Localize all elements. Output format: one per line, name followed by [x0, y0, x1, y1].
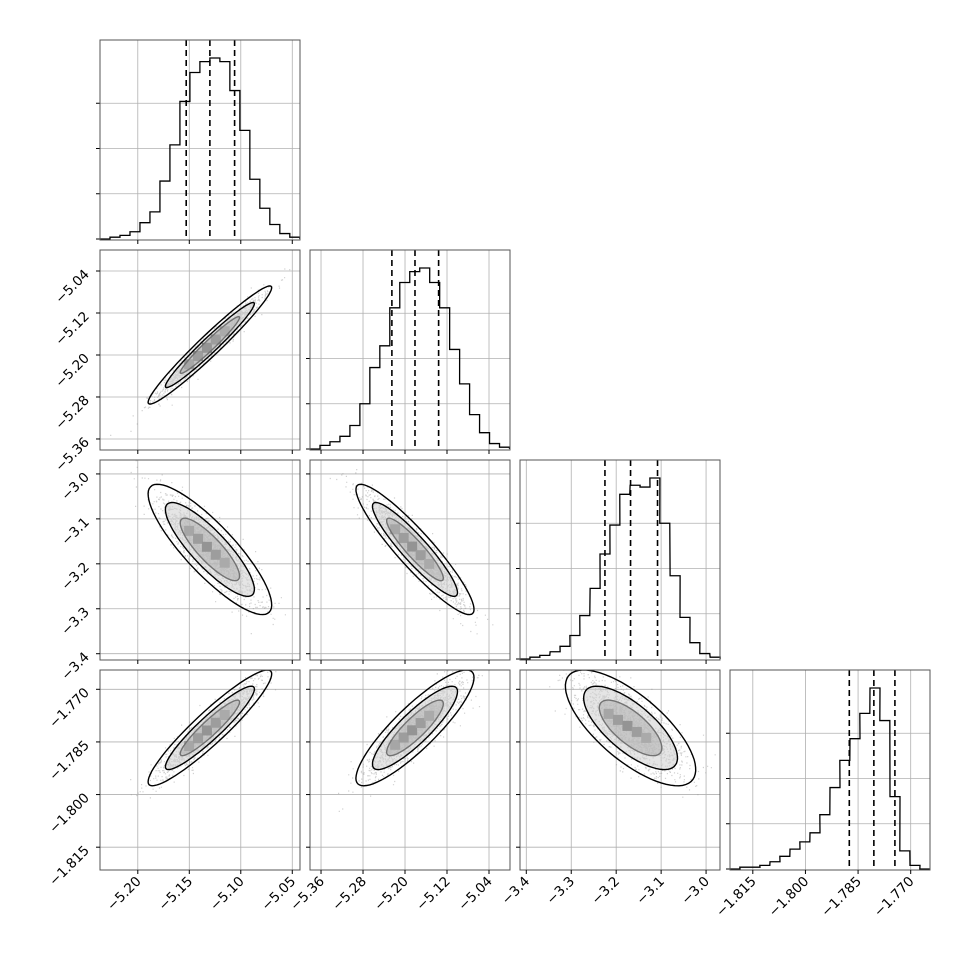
x-tick-label-3-3: −1.770 — [871, 874, 918, 921]
panel-frame — [99, 249, 301, 451]
histogram-bars-3 — [730, 687, 930, 870]
contour-level-1 — [164, 501, 256, 598]
y-tick-label-1-1: −5.28 — [52, 392, 93, 433]
y-tick-label-2-3: −3.1 — [58, 514, 92, 548]
x-tick-label-0-1: −5.15 — [156, 874, 197, 915]
panel-1-0 — [96, 249, 301, 454]
panel-3-0 — [96, 669, 301, 874]
panel-frame — [99, 459, 301, 661]
y-tick-label-3-3: −1.770 — [46, 685, 93, 732]
panel-2-1 — [306, 459, 511, 664]
histogram-bars-2 — [520, 477, 721, 660]
x-tick-label-0-2: −5.10 — [207, 874, 248, 915]
hist-frame-3 — [729, 669, 931, 871]
panel-frame — [309, 669, 511, 871]
contour-level-2 — [147, 670, 273, 787]
y-tick-label-3-1: −1.800 — [46, 790, 93, 837]
x-tick-label-1-1: −5.28 — [329, 874, 370, 915]
y-tick-label-2-1: −3.3 — [58, 604, 92, 638]
y-tick-label-3-2: −1.785 — [46, 737, 93, 784]
hist-frame-2 — [519, 459, 721, 661]
x-tick-label-3-0: −1.815 — [713, 874, 760, 921]
x-tick-label-0-0: −5.20 — [104, 874, 145, 915]
contour-level-1 — [371, 501, 459, 597]
contour-level-2 — [355, 483, 475, 616]
panel-2-0 — [96, 459, 301, 664]
x-tick-label-2-4: −3.0 — [678, 874, 712, 908]
x-tick-label-1-3: −5.12 — [413, 874, 454, 915]
histogram-bars-0 — [100, 57, 301, 240]
hist-frame-0 — [99, 39, 301, 241]
contour-level-1 — [164, 685, 256, 771]
y-tick-label-1-4: −5.04 — [52, 267, 93, 308]
x-tick-label-2-2: −3.2 — [589, 874, 623, 908]
contour-level-1 — [371, 685, 459, 771]
contour-level-2 — [564, 670, 697, 787]
hist-frame-1 — [309, 249, 511, 451]
y-tick-label-1-3: −5.12 — [52, 309, 93, 350]
contour-level-2 — [147, 285, 273, 405]
panel-3-2 — [516, 669, 721, 874]
contour-level-2 — [355, 670, 475, 787]
x-tick-label-3-1: −1.800 — [766, 874, 813, 921]
hist-panel-0 — [96, 39, 301, 241]
scatter-points — [329, 469, 494, 635]
x-tick-label-1-4: −5.04 — [455, 874, 496, 915]
panel-frame — [99, 669, 301, 871]
x-tick-label-3-2: −1.785 — [818, 874, 865, 921]
y-tick-label-2-2: −3.2 — [58, 559, 92, 593]
panel-frame — [519, 669, 721, 871]
hist-panel-2 — [516, 459, 721, 661]
y-tick-label-1-0: −5.36 — [52, 434, 93, 475]
histogram-bars-1 — [310, 267, 511, 450]
contour-level-2 — [147, 483, 273, 616]
hist-panel-3 — [726, 669, 931, 871]
y-tick-label-2-0: −3.4 — [58, 649, 92, 683]
y-tick-label-3-0: −1.815 — [46, 843, 93, 890]
x-tick-label-2-3: −3.1 — [633, 874, 667, 908]
hist-panel-1 — [306, 249, 511, 451]
x-tick-label-2-0: −3.4 — [499, 874, 533, 908]
x-tick-label-1-2: −5.20 — [371, 874, 412, 915]
panel-3-1 — [306, 669, 511, 874]
y-tick-label-1-2: −5.20 — [52, 351, 93, 392]
contour-level-1 — [583, 685, 679, 771]
x-tick-label-2-1: −3.3 — [544, 874, 578, 908]
panel-frame — [309, 459, 511, 661]
contour-level-1 — [164, 301, 255, 389]
